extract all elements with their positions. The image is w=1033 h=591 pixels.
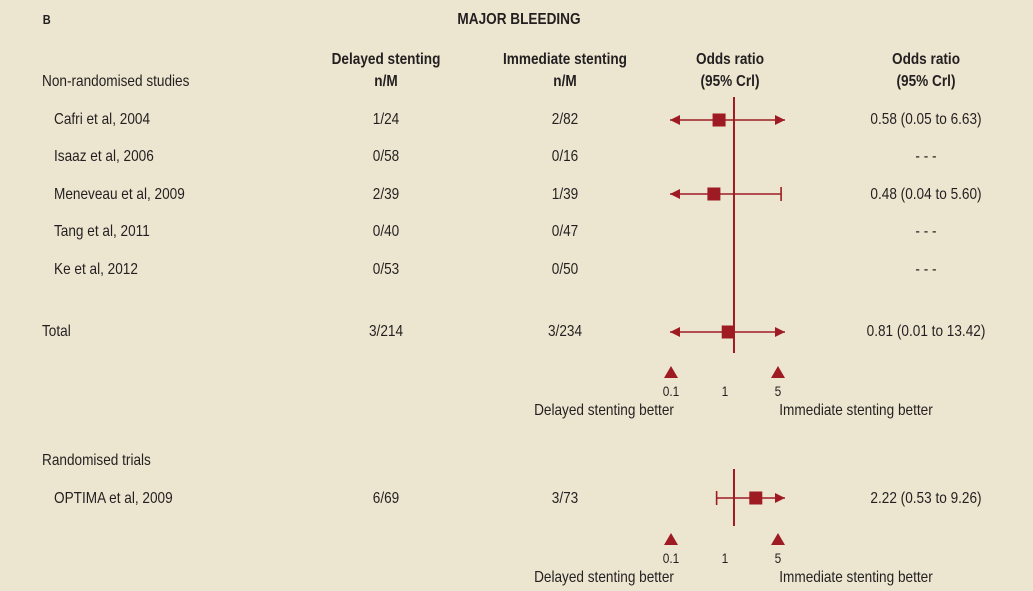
axis-tick-marker: [664, 533, 678, 545]
study-name: Isaaz et al, 2006: [54, 148, 154, 165]
ci-arrow-left: [670, 115, 680, 125]
study-name: Tang et al, 2011: [54, 223, 150, 240]
point-estimate-square: [721, 325, 735, 339]
axis-tick-marker: [771, 366, 785, 378]
header-delayed: Delayed stenting: [331, 51, 441, 68]
header-immediate-sub: n/M: [553, 73, 577, 90]
ci-arrow-left: [670, 327, 680, 337]
section-label-nonrandomised: Non-randomised studies: [42, 73, 190, 90]
favours-delayed-label: Delayed stenting better: [534, 569, 674, 586]
section-label-randomised: Randomised trials: [42, 452, 151, 469]
axis-tick-marker: [771, 533, 785, 545]
header-delayed-sub: n/M: [374, 73, 398, 90]
ci-arrow-right: [775, 115, 785, 125]
ci-arrow-left: [670, 189, 680, 199]
header-odds-ratio-text-sub: (95% Crl): [896, 73, 956, 90]
or-text: - - -: [915, 223, 937, 240]
delayed-count: 1/24: [372, 111, 400, 128]
header-odds-ratio-text: Odds ratio: [891, 51, 961, 68]
or-text: - - -: [915, 261, 937, 278]
immediate-count: 0/47: [551, 223, 579, 240]
favours-immediate-label: Immediate stenting better: [779, 569, 933, 586]
delayed-count: 0/58: [372, 148, 400, 165]
study-name: OPTIMA et al, 2009: [54, 490, 173, 507]
ci-arrow-right: [775, 493, 785, 503]
study-name: Cafri et al, 2004: [54, 111, 151, 128]
immediate-total: 3/234: [547, 323, 583, 340]
point-estimate-square: [707, 187, 721, 201]
delayed-count: 0/53: [372, 261, 400, 278]
axis-tick-label: 1: [721, 383, 729, 399]
panel-label: B: [42, 12, 51, 27]
or-text: 0.58 (0.05 to 6.63): [870, 111, 982, 128]
study-name: Ke et al, 2012: [54, 261, 138, 278]
point-estimate-square: [712, 113, 726, 127]
immediate-count: 0/50: [551, 261, 579, 278]
header-odds-ratio-plot: Odds ratio: [695, 51, 765, 68]
favours-immediate-label: Immediate stenting better: [779, 402, 933, 419]
delayed-count: 0/40: [372, 223, 400, 240]
or-text: 0.48 (0.04 to 5.60): [870, 186, 982, 203]
axis-tick-marker: [664, 366, 678, 378]
delayed-count: 2/39: [372, 186, 400, 203]
total-label: Total: [42, 323, 71, 340]
chart-title: MAJOR BLEEDING: [457, 11, 581, 28]
header-immediate: Immediate stenting: [503, 51, 627, 68]
or-text: 2.22 (0.53 to 9.26): [870, 490, 982, 507]
header-odds-ratio-plot-sub: (95% Crl): [700, 73, 760, 90]
favours-delayed-label: Delayed stenting better: [534, 402, 674, 419]
axis-tick-label: 0.1: [662, 550, 680, 566]
or-text-total: 0.81 (0.01 to 13.42): [866, 323, 986, 340]
immediate-count: 0/16: [551, 148, 579, 165]
axis-tick-label: 5: [774, 550, 782, 566]
immediate-count: 2/82: [551, 111, 579, 128]
delayed-count: 6/69: [372, 490, 400, 507]
axis-tick-label: 0.1: [662, 383, 680, 399]
immediate-count: 1/39: [551, 186, 579, 203]
study-name: Meneveau et al, 2009: [54, 186, 185, 203]
immediate-count: 3/73: [551, 490, 579, 507]
or-text: - - -: [915, 148, 937, 165]
delayed-total: 3/214: [368, 323, 404, 340]
axis-tick-label: 5: [774, 383, 782, 399]
axis-tick-label: 1: [721, 550, 729, 566]
point-estimate-square: [749, 491, 763, 505]
ci-arrow-right: [775, 327, 785, 337]
